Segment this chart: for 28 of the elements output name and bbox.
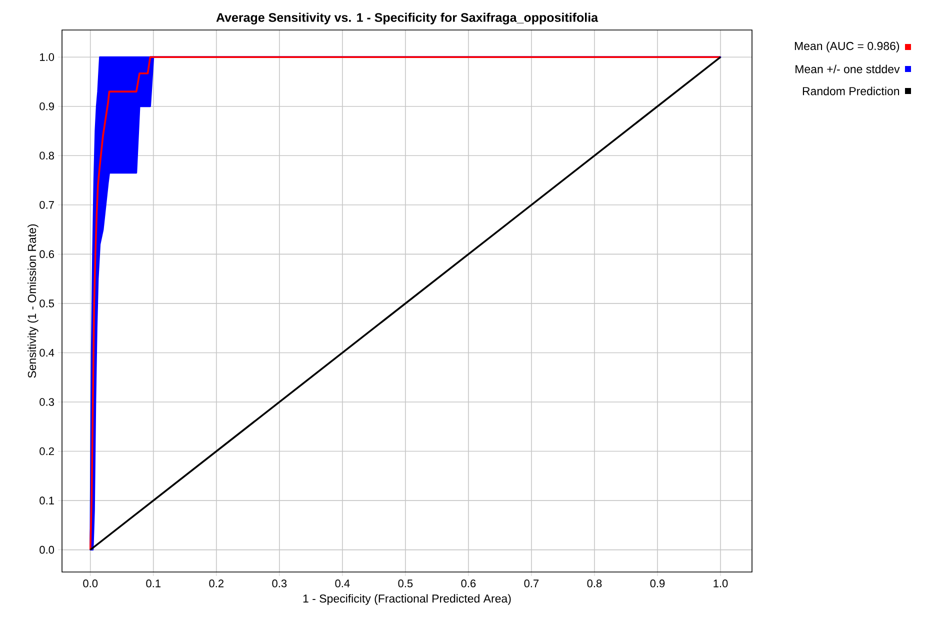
y-axis-title: Sensitivity (1 - Omission Rate): [28, 224, 38, 378]
y-tick-label: 0.5: [40, 300, 54, 308]
x-tick-label: 1.0: [714, 580, 728, 588]
x-tick-label: 0.5: [398, 580, 413, 588]
y-tick-label: 0.8: [40, 152, 54, 160]
y-tick-label: 0.2: [40, 447, 54, 456]
y-tick-label: 1.0: [40, 53, 54, 61]
y-tick-label: 0.3: [40, 398, 54, 406]
x-tick-label: 0.4: [335, 580, 350, 588]
chart-title: Average Sensitivity vs. 1 - Specificity for Saxifraga_oppositifolia: [216, 12, 598, 24]
y-tick-label: 0.9: [40, 102, 54, 110]
y-tick-label: 0.0: [40, 546, 54, 554]
y-tick-label: 0.1: [40, 496, 54, 504]
x-tick-label: 0.0: [83, 580, 98, 588]
x-tick-label: 0.2: [209, 580, 224, 588]
y-tick-label: 0.4: [40, 348, 54, 357]
x-tick-label: 0.7: [524, 580, 539, 588]
x-tick-label: 0.1: [146, 580, 160, 588]
x-axis-title: 1 - Specificity (Fractional Predicted Area): [303, 594, 511, 605]
x-tick-label: 0.9: [650, 580, 665, 588]
x-tick-label: 0.3: [272, 580, 287, 588]
y-tick-label: 0.7: [40, 201, 54, 209]
legend-label: Mean +/- one stddev: [796, 64, 900, 74]
legend-label: Mean (AUC = 0.986): [794, 42, 900, 52]
y-tick-label: 0.6: [40, 250, 54, 258]
x-tick-label: 0.8: [587, 580, 602, 588]
x-tick-label: 0.6: [461, 580, 476, 588]
legend-label: Random Prediction: [802, 86, 900, 96]
